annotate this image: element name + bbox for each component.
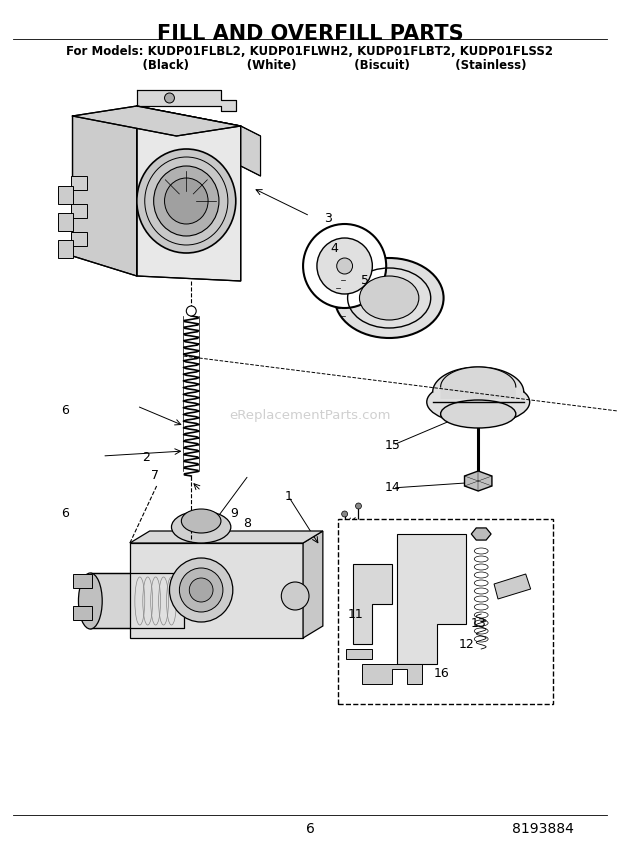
Text: 13: 13 xyxy=(471,616,487,630)
Polygon shape xyxy=(71,204,87,218)
Ellipse shape xyxy=(182,509,221,533)
Ellipse shape xyxy=(303,224,386,308)
Ellipse shape xyxy=(169,558,233,622)
Bar xyxy=(73,606,92,620)
Ellipse shape xyxy=(342,533,348,539)
Text: (Black)              (White)              (Biscuit)           (Stainless): (Black) (White) (Biscuit) (Stainless) xyxy=(93,58,527,72)
Text: 6: 6 xyxy=(61,507,69,520)
Ellipse shape xyxy=(179,568,223,612)
Text: FILL AND OVERFILL PARTS: FILL AND OVERFILL PARTS xyxy=(157,24,463,45)
Polygon shape xyxy=(241,126,260,176)
Polygon shape xyxy=(494,574,531,599)
Ellipse shape xyxy=(427,380,529,424)
Polygon shape xyxy=(91,573,184,628)
Text: For Models: KUDP01FLBL2, KUDP01FLWH2, KUDP01FLBT2, KUDP01FLSS2: For Models: KUDP01FLBL2, KUDP01FLWH2, KU… xyxy=(66,45,554,58)
Text: 6: 6 xyxy=(61,404,69,418)
Ellipse shape xyxy=(137,149,236,253)
Polygon shape xyxy=(464,471,492,491)
Polygon shape xyxy=(303,531,323,638)
Bar xyxy=(58,186,73,204)
Text: 2: 2 xyxy=(141,451,149,465)
Polygon shape xyxy=(73,106,241,136)
Text: 8193884: 8193884 xyxy=(512,822,574,835)
Text: 16: 16 xyxy=(434,667,450,681)
Ellipse shape xyxy=(281,582,309,610)
Text: 11: 11 xyxy=(348,608,364,621)
Text: 12: 12 xyxy=(459,638,474,651)
Bar xyxy=(130,543,303,638)
Text: 1: 1 xyxy=(285,490,293,503)
Ellipse shape xyxy=(154,166,219,236)
Bar xyxy=(73,574,92,588)
Polygon shape xyxy=(137,106,241,281)
Text: 15: 15 xyxy=(385,438,401,452)
Ellipse shape xyxy=(172,511,231,543)
Polygon shape xyxy=(471,528,491,540)
Text: 5: 5 xyxy=(361,274,370,288)
Text: 8: 8 xyxy=(244,517,252,531)
Ellipse shape xyxy=(441,400,516,428)
Polygon shape xyxy=(73,116,137,276)
Text: 7: 7 xyxy=(151,468,159,482)
Ellipse shape xyxy=(355,503,361,509)
Polygon shape xyxy=(71,176,87,190)
Polygon shape xyxy=(397,534,466,664)
Ellipse shape xyxy=(189,578,213,602)
Text: 4: 4 xyxy=(330,241,339,255)
Ellipse shape xyxy=(355,525,361,531)
Text: 9: 9 xyxy=(230,507,238,520)
Bar xyxy=(58,240,73,258)
Polygon shape xyxy=(345,649,373,659)
Ellipse shape xyxy=(164,178,208,224)
Ellipse shape xyxy=(335,258,443,338)
Ellipse shape xyxy=(164,93,174,103)
Polygon shape xyxy=(353,564,392,644)
Ellipse shape xyxy=(317,238,373,294)
Text: eReplacementParts.com: eReplacementParts.com xyxy=(229,408,391,422)
Ellipse shape xyxy=(360,276,419,320)
Text: 14: 14 xyxy=(385,481,401,495)
Bar xyxy=(338,519,554,704)
Polygon shape xyxy=(137,90,236,111)
Text: 3: 3 xyxy=(324,211,332,225)
Polygon shape xyxy=(130,531,323,543)
Text: 6: 6 xyxy=(306,822,314,835)
Bar xyxy=(58,213,73,231)
Ellipse shape xyxy=(187,306,196,316)
Ellipse shape xyxy=(79,573,102,629)
Polygon shape xyxy=(71,232,87,246)
Ellipse shape xyxy=(337,258,353,274)
Ellipse shape xyxy=(342,511,348,517)
Polygon shape xyxy=(363,664,422,684)
